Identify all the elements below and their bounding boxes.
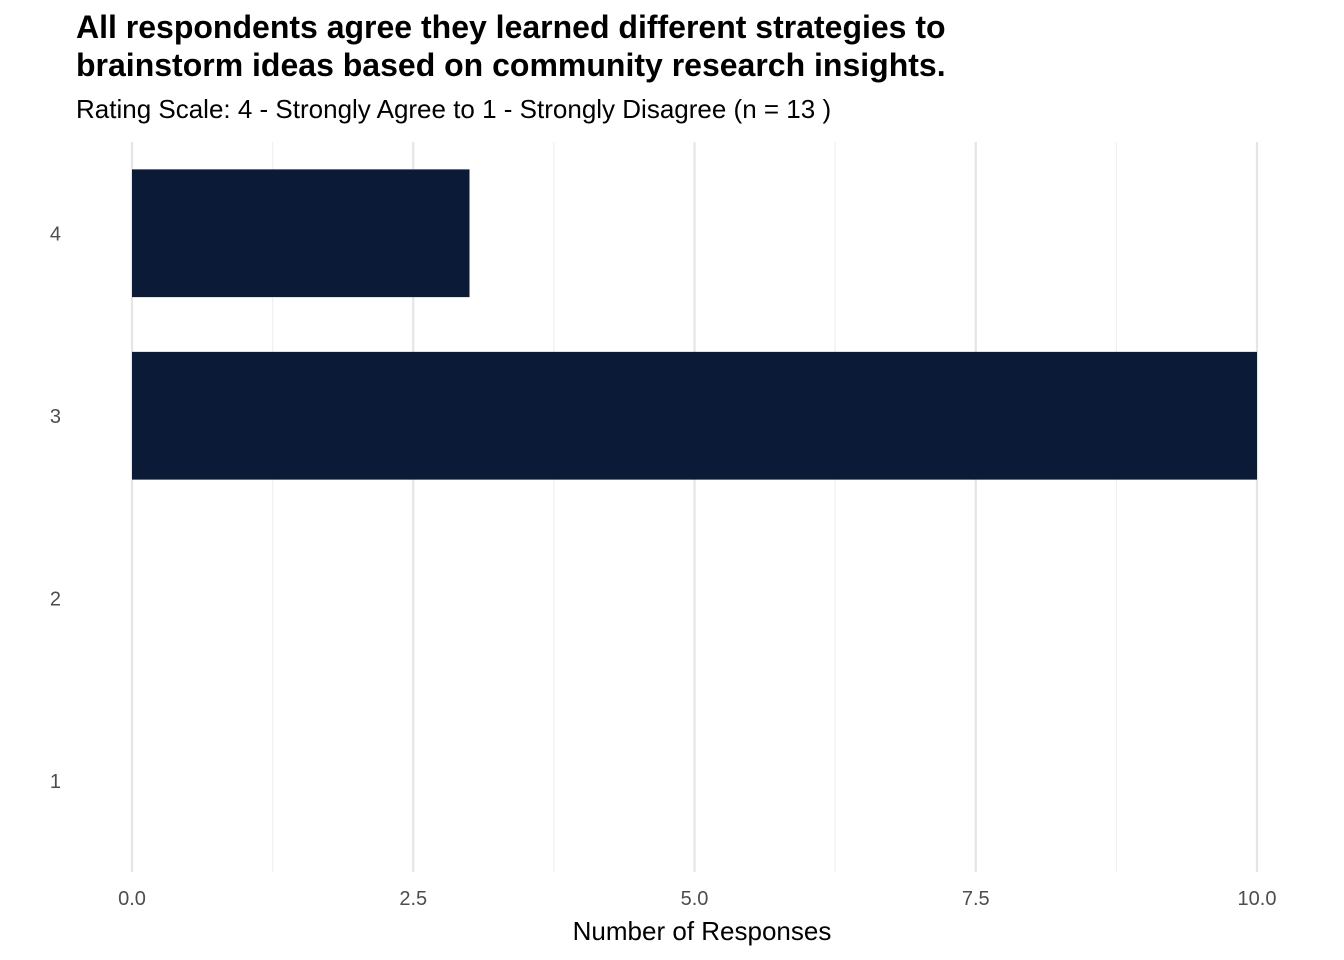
x-axis-title: Number of Responses xyxy=(573,916,832,946)
bars xyxy=(132,169,1257,480)
x-tick-label: 0.0 xyxy=(118,888,146,910)
bar-3 xyxy=(132,351,1257,480)
bar-4 xyxy=(132,169,470,298)
x-axis-ticks: 0.0 2.5 5.0 7.5 10.0 xyxy=(118,888,1276,910)
chart-subtitle: Rating Scale: 4 - Strongly Agree to 1 - … xyxy=(76,94,832,124)
x-tick-label: 7.5 xyxy=(962,888,990,910)
x-tick-label: 5.0 xyxy=(681,888,709,910)
y-tick-label: 4 xyxy=(50,223,61,245)
y-tick-label: 3 xyxy=(50,406,61,428)
y-tick-label: 2 xyxy=(50,588,61,610)
y-axis-ticks: 4 3 2 1 xyxy=(50,223,61,793)
chart-title-line-2: brainstorm ideas based on community rese… xyxy=(76,47,946,83)
x-tick-label: 2.5 xyxy=(399,888,427,910)
y-tick-label: 1 xyxy=(50,771,61,793)
chart-title-line-1: All respondents agree they learned diffe… xyxy=(76,9,946,45)
x-tick-label: 10.0 xyxy=(1238,888,1277,910)
